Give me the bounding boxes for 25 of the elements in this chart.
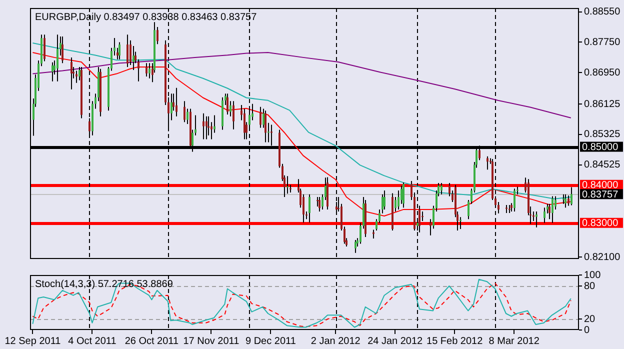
y-tick-label: 0.85325 [584,129,621,140]
x-tick-label: 26 Oct 2011 [124,336,180,347]
y-tick-label: 0.88550 [584,6,621,18]
ref-line-label: 0.85000 [582,142,619,154]
x-tick-label: 12 Sep 2011 [4,336,62,347]
y-tick-label: 0.86950 [584,67,621,78]
x-tick-label: 15 Feb 2012 [426,336,484,347]
x-tick-label: 8 Mar 2012 [488,336,540,347]
ref-line-label: 0.83757 [582,189,619,200]
x-tick-label: 2 Jan 2012 [310,336,361,347]
ref-line-label: 0.83000 [582,218,619,230]
y-tick-label: 0 [584,324,590,336]
y-tick-label: 0.84525 [584,160,621,171]
y-tick-label: 0.86125 [584,98,621,110]
y-tick-label: 0.87750 [584,36,621,48]
chart-title: EURGBP,Daily 0.83497 0.83938 0.83463 0.83757 [35,12,258,23]
y-tick-label: 100 [584,270,602,281]
y-tick-label: 0.82100 [584,252,621,263]
x-tick-label: 17 Nov 2011 [183,336,240,347]
y-tick-label: 20 [584,314,596,325]
x-tick-label: 4 Oct 2011 [68,336,117,347]
y-tick-label: 80 [584,280,596,292]
x-tick-label: 24 Jan 2012 [368,336,424,347]
x-tick-label: 9 Dec 2011 [245,336,296,347]
ref-line-label: 0.84000 [582,180,619,192]
